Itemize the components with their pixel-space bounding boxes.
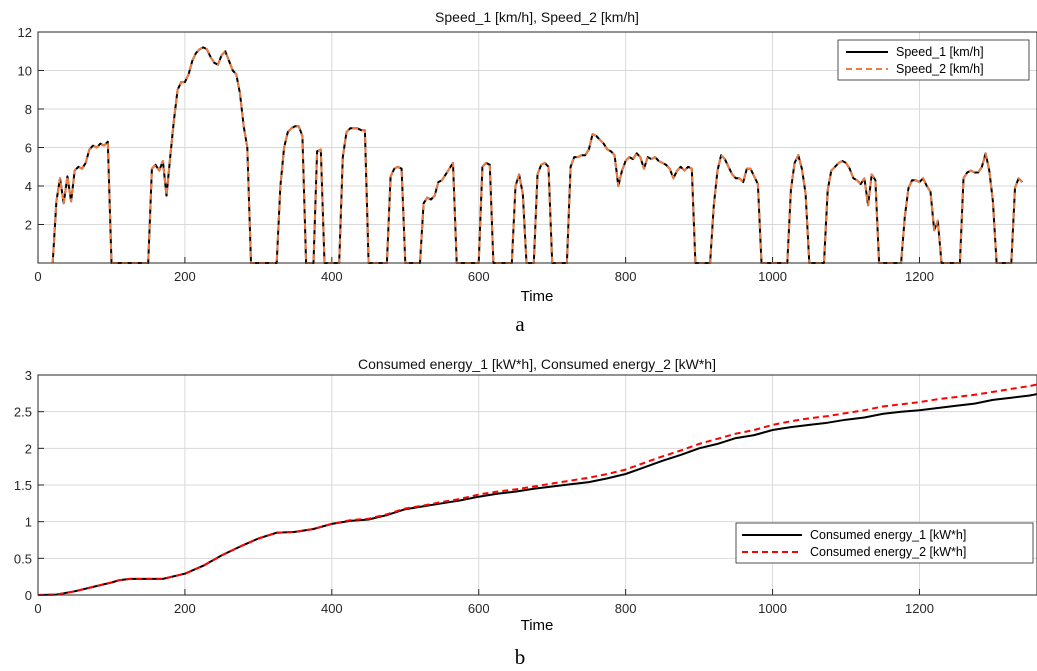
speed-y-tick-label: 12 bbox=[18, 25, 32, 40]
energy-series-2-line bbox=[37, 383, 1037, 596]
speed-y-tick-label: 4 bbox=[25, 179, 32, 194]
energy-panel-letter: b bbox=[515, 645, 526, 669]
energy-y-tick-label: 0 bbox=[25, 588, 32, 603]
speed-ticks: 0 200 400 600 800 1000 1200 2 4 6 8 10 12 bbox=[18, 25, 934, 284]
speed-x-tick-label: 800 bbox=[615, 269, 637, 284]
speed-legend-box bbox=[837, 39, 1030, 81]
speed-plot-border bbox=[37, 31, 1037, 264]
energy-legend: Consumed energy_1 [kW*h] Consumed energy… bbox=[735, 522, 1034, 564]
energy-legend-label-2: Consumed energy_2 [kW*h] bbox=[810, 545, 966, 559]
energy-y-tick-label: 3 bbox=[25, 368, 32, 383]
speed-x-tick-label: 600 bbox=[468, 269, 490, 284]
energy-plot-border bbox=[37, 374, 1037, 596]
speed-series-lines bbox=[51, 46, 1024, 264]
speed-x-tick-label: 1200 bbox=[905, 269, 934, 284]
energy-y-tick-label: 1 bbox=[25, 515, 32, 530]
energy-chart-panel: 0 200 400 600 800 1000 1200 0 0.5 1 1.5 2 2.5 3 Consu… bbox=[14, 356, 1037, 669]
energy-series-lines bbox=[37, 383, 1037, 596]
energy-x-tick-label: 1000 bbox=[758, 601, 787, 616]
speed-legend-label-1: Speed_1 [km/h] bbox=[896, 45, 984, 59]
energy-legend-label-1: Consumed energy_1 [kW*h] bbox=[810, 528, 966, 542]
energy-y-tick-label: 1.5 bbox=[14, 478, 32, 493]
energy-x-tick-label: 200 bbox=[174, 601, 196, 616]
speed-y-tick-label: 6 bbox=[25, 141, 32, 156]
energy-x-axis-label: Time bbox=[521, 617, 554, 634]
speed-x-tick-label: 200 bbox=[174, 269, 196, 284]
energy-x-tick-label: 400 bbox=[321, 601, 343, 616]
energy-ticks: 0 200 400 600 800 1000 1200 0 0.5 1 1.5 2 2.5 3 bbox=[14, 368, 934, 616]
speed-y-tick-label: 10 bbox=[18, 64, 32, 79]
energy-x-tick-label: 1200 bbox=[905, 601, 934, 616]
speed-chart-title: Speed_1 [km/h], Speed_2 [km/h] bbox=[435, 9, 639, 25]
speed-x-tick-label: 1000 bbox=[758, 269, 787, 284]
energy-x-tick-label: 800 bbox=[615, 601, 637, 616]
speed-series-2-line bbox=[51, 46, 1024, 264]
speed-x-tick-label: 0 bbox=[34, 269, 41, 284]
speed-y-tick-label: 8 bbox=[25, 102, 32, 117]
energy-y-tick-label: 0.5 bbox=[14, 551, 32, 566]
energy-chart-title: Consumed energy_1 [kW*h], Consumed energ… bbox=[358, 356, 716, 372]
speed-chart-panel: 0 200 400 600 800 1000 1200 2 4 6 8 10 12 Speed_1 [k… bbox=[18, 9, 1037, 336]
energy-x-tick-label: 0 bbox=[34, 601, 41, 616]
energy-x-tick-label: 600 bbox=[468, 601, 490, 616]
energy-y-tick-label: 2 bbox=[25, 441, 32, 456]
speed-x-tick-label: 400 bbox=[321, 269, 343, 284]
speed-y-tick-label: 2 bbox=[25, 218, 32, 233]
speed-legend-label-2: Speed_2 [km/h] bbox=[896, 62, 984, 76]
speed-x-axis-label: Time bbox=[521, 288, 554, 305]
speed-legend: Speed_1 [km/h] Speed_2 [km/h] bbox=[837, 39, 1030, 81]
speed-panel-letter: a bbox=[515, 312, 525, 336]
energy-legend-box bbox=[735, 522, 1034, 564]
energy-y-tick-label: 2.5 bbox=[14, 405, 32, 420]
